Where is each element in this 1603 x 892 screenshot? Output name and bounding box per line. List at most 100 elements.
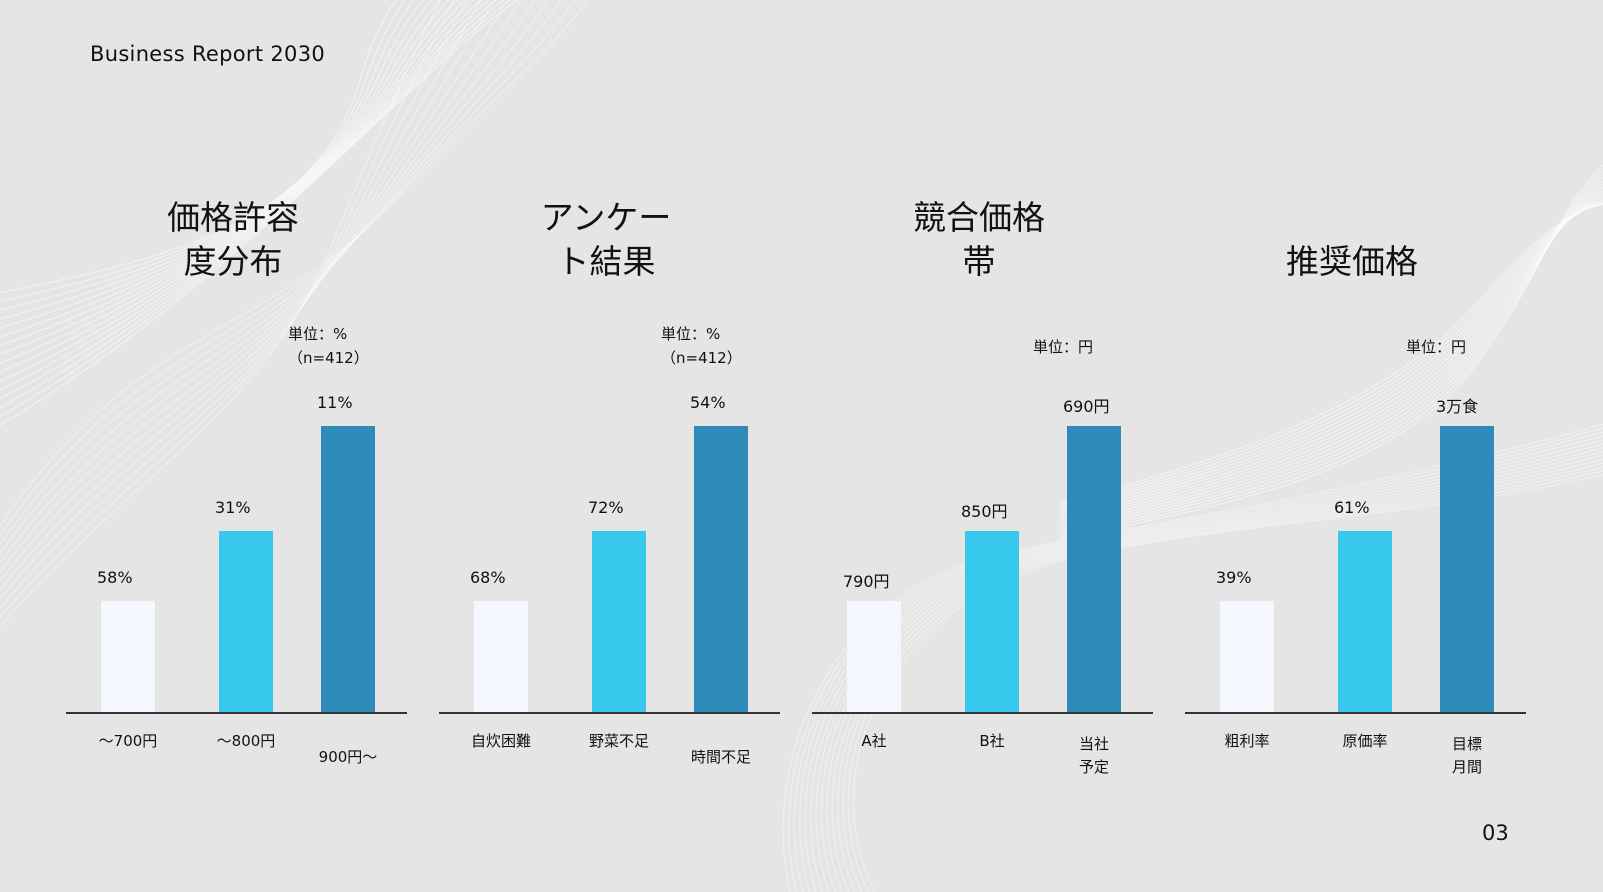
data-label: 58% bbox=[97, 568, 133, 587]
category-label: B社 bbox=[979, 732, 1005, 750]
bar bbox=[847, 601, 901, 712]
wave-line bbox=[804, 439, 1603, 892]
wave-line bbox=[0, 0, 415, 311]
wave-line bbox=[0, 0, 397, 294]
x-axis-line bbox=[66, 712, 407, 714]
wave-line bbox=[842, 466, 1603, 892]
chart-panel-4: 推奨価格単位：円 39% 粗利率 61% 原価率 3万食目標 月間 bbox=[1185, 0, 1535, 892]
data-label: 54% bbox=[690, 393, 726, 412]
wave-line bbox=[853, 474, 1603, 892]
bar bbox=[592, 531, 646, 712]
data-label: 72% bbox=[588, 498, 624, 517]
wave-line bbox=[847, 470, 1603, 892]
bar bbox=[101, 601, 155, 712]
data-label: 11% bbox=[317, 393, 353, 412]
wave-line bbox=[0, 0, 562, 546]
wave-line bbox=[0, 0, 442, 338]
chart-title: 競合価格 帯 bbox=[913, 198, 1045, 281]
bar bbox=[321, 426, 375, 712]
bar bbox=[965, 531, 1019, 712]
x-axis-line bbox=[1185, 712, 1526, 714]
category-label: 当社 予定 bbox=[1078, 735, 1109, 776]
wave-line bbox=[1059, 180, 1603, 531]
category-label: 粗利率 bbox=[1224, 732, 1270, 750]
unit-label: 単位：% （n=412） bbox=[661, 325, 742, 367]
unit-label: 単位：円 bbox=[1406, 338, 1467, 356]
chart-title: アンケー ト結果 bbox=[540, 198, 672, 281]
wave-line bbox=[0, 0, 495, 591]
wave-line bbox=[821, 451, 1603, 892]
unit-label: 単位：% （n=412） bbox=[288, 325, 369, 367]
wave-line bbox=[1059, 195, 1603, 519]
data-label: 61% bbox=[1334, 498, 1370, 517]
wave-line bbox=[1059, 202, 1603, 509]
bar bbox=[219, 531, 273, 712]
data-label: 31% bbox=[215, 498, 251, 517]
category-label: A社 bbox=[861, 732, 887, 750]
wave-line bbox=[0, 0, 505, 409]
chart-panel-2: アンケー ト結果 単位：% （n=412） 68% 自炊困難 72% 野菜不足 54% 時間不… bbox=[439, 0, 789, 892]
wave-line bbox=[0, 0, 450, 347]
wave-line bbox=[0, 0, 512, 418]
unit-label: 単位：円 bbox=[1033, 338, 1094, 356]
category-label: ～800円 bbox=[216, 732, 276, 750]
wave-line bbox=[1059, 197, 1603, 516]
wave-line bbox=[0, 0, 441, 628]
wave-line bbox=[0, 0, 467, 364]
category-label: 野菜不足 bbox=[588, 732, 649, 750]
category-label: 900円～ bbox=[318, 748, 378, 766]
wave-line bbox=[1059, 193, 1603, 521]
wave-line bbox=[1059, 190, 1603, 524]
chart-title: 推奨価格 bbox=[1286, 242, 1418, 281]
x-axis-line bbox=[439, 712, 780, 714]
bar bbox=[1220, 601, 1274, 712]
wave-line bbox=[837, 462, 1603, 892]
wave-line bbox=[0, 0, 482, 382]
x-axis-line bbox=[812, 712, 1153, 714]
wave-line bbox=[0, 0, 522, 573]
wave-line bbox=[831, 458, 1603, 892]
wave-line bbox=[0, 0, 497, 400]
chart-title: 価格許容 度分布 bbox=[167, 198, 299, 281]
wave-line bbox=[810, 443, 1603, 892]
wave-line bbox=[1059, 184, 1603, 529]
wave-line bbox=[0, 0, 490, 391]
wave-line bbox=[0, 0, 406, 302]
wave-line bbox=[0, 0, 482, 600]
wave-line bbox=[0, 0, 589, 528]
wave-line bbox=[1059, 199, 1603, 514]
wave-line bbox=[0, 0, 519, 426]
bar bbox=[1338, 531, 1392, 712]
bar bbox=[474, 601, 528, 712]
bar bbox=[1067, 426, 1121, 712]
wave-line bbox=[0, 0, 458, 356]
wave-line bbox=[0, 0, 424, 320]
wave-line bbox=[1059, 172, 1603, 536]
wave-line bbox=[0, 0, 433, 329]
wave-line bbox=[1059, 201, 1603, 511]
wave-line bbox=[0, 0, 509, 582]
data-label: 690円 bbox=[1063, 397, 1110, 416]
wave-line bbox=[1059, 204, 1603, 504]
wave-line bbox=[1059, 168, 1603, 539]
wave-line bbox=[815, 447, 1603, 892]
chart-panel-3: 競合価格 帯単位：円 790円 A社 850円 B社 690円 当社 予定 bbox=[812, 0, 1162, 892]
wave-line bbox=[0, 0, 549, 555]
wave-line bbox=[1059, 187, 1603, 526]
wave-line bbox=[0, 0, 475, 373]
wave-line bbox=[1059, 203, 1603, 506]
bar bbox=[694, 426, 748, 712]
category-label: 時間不足 bbox=[690, 748, 751, 766]
wave-line bbox=[1059, 164, 1603, 541]
data-label: 3万食 bbox=[1436, 397, 1479, 416]
category-label: 原価率 bbox=[1342, 732, 1388, 750]
category-label: 自炊困難 bbox=[470, 732, 531, 750]
page-number: 03 bbox=[1482, 821, 1509, 845]
wave-line bbox=[826, 454, 1603, 892]
category-label: 目標 月間 bbox=[1451, 735, 1482, 776]
wave-line bbox=[1059, 176, 1603, 534]
data-label: 850円 bbox=[961, 502, 1008, 521]
wave-line bbox=[0, 0, 576, 537]
data-label: 39% bbox=[1216, 568, 1252, 587]
